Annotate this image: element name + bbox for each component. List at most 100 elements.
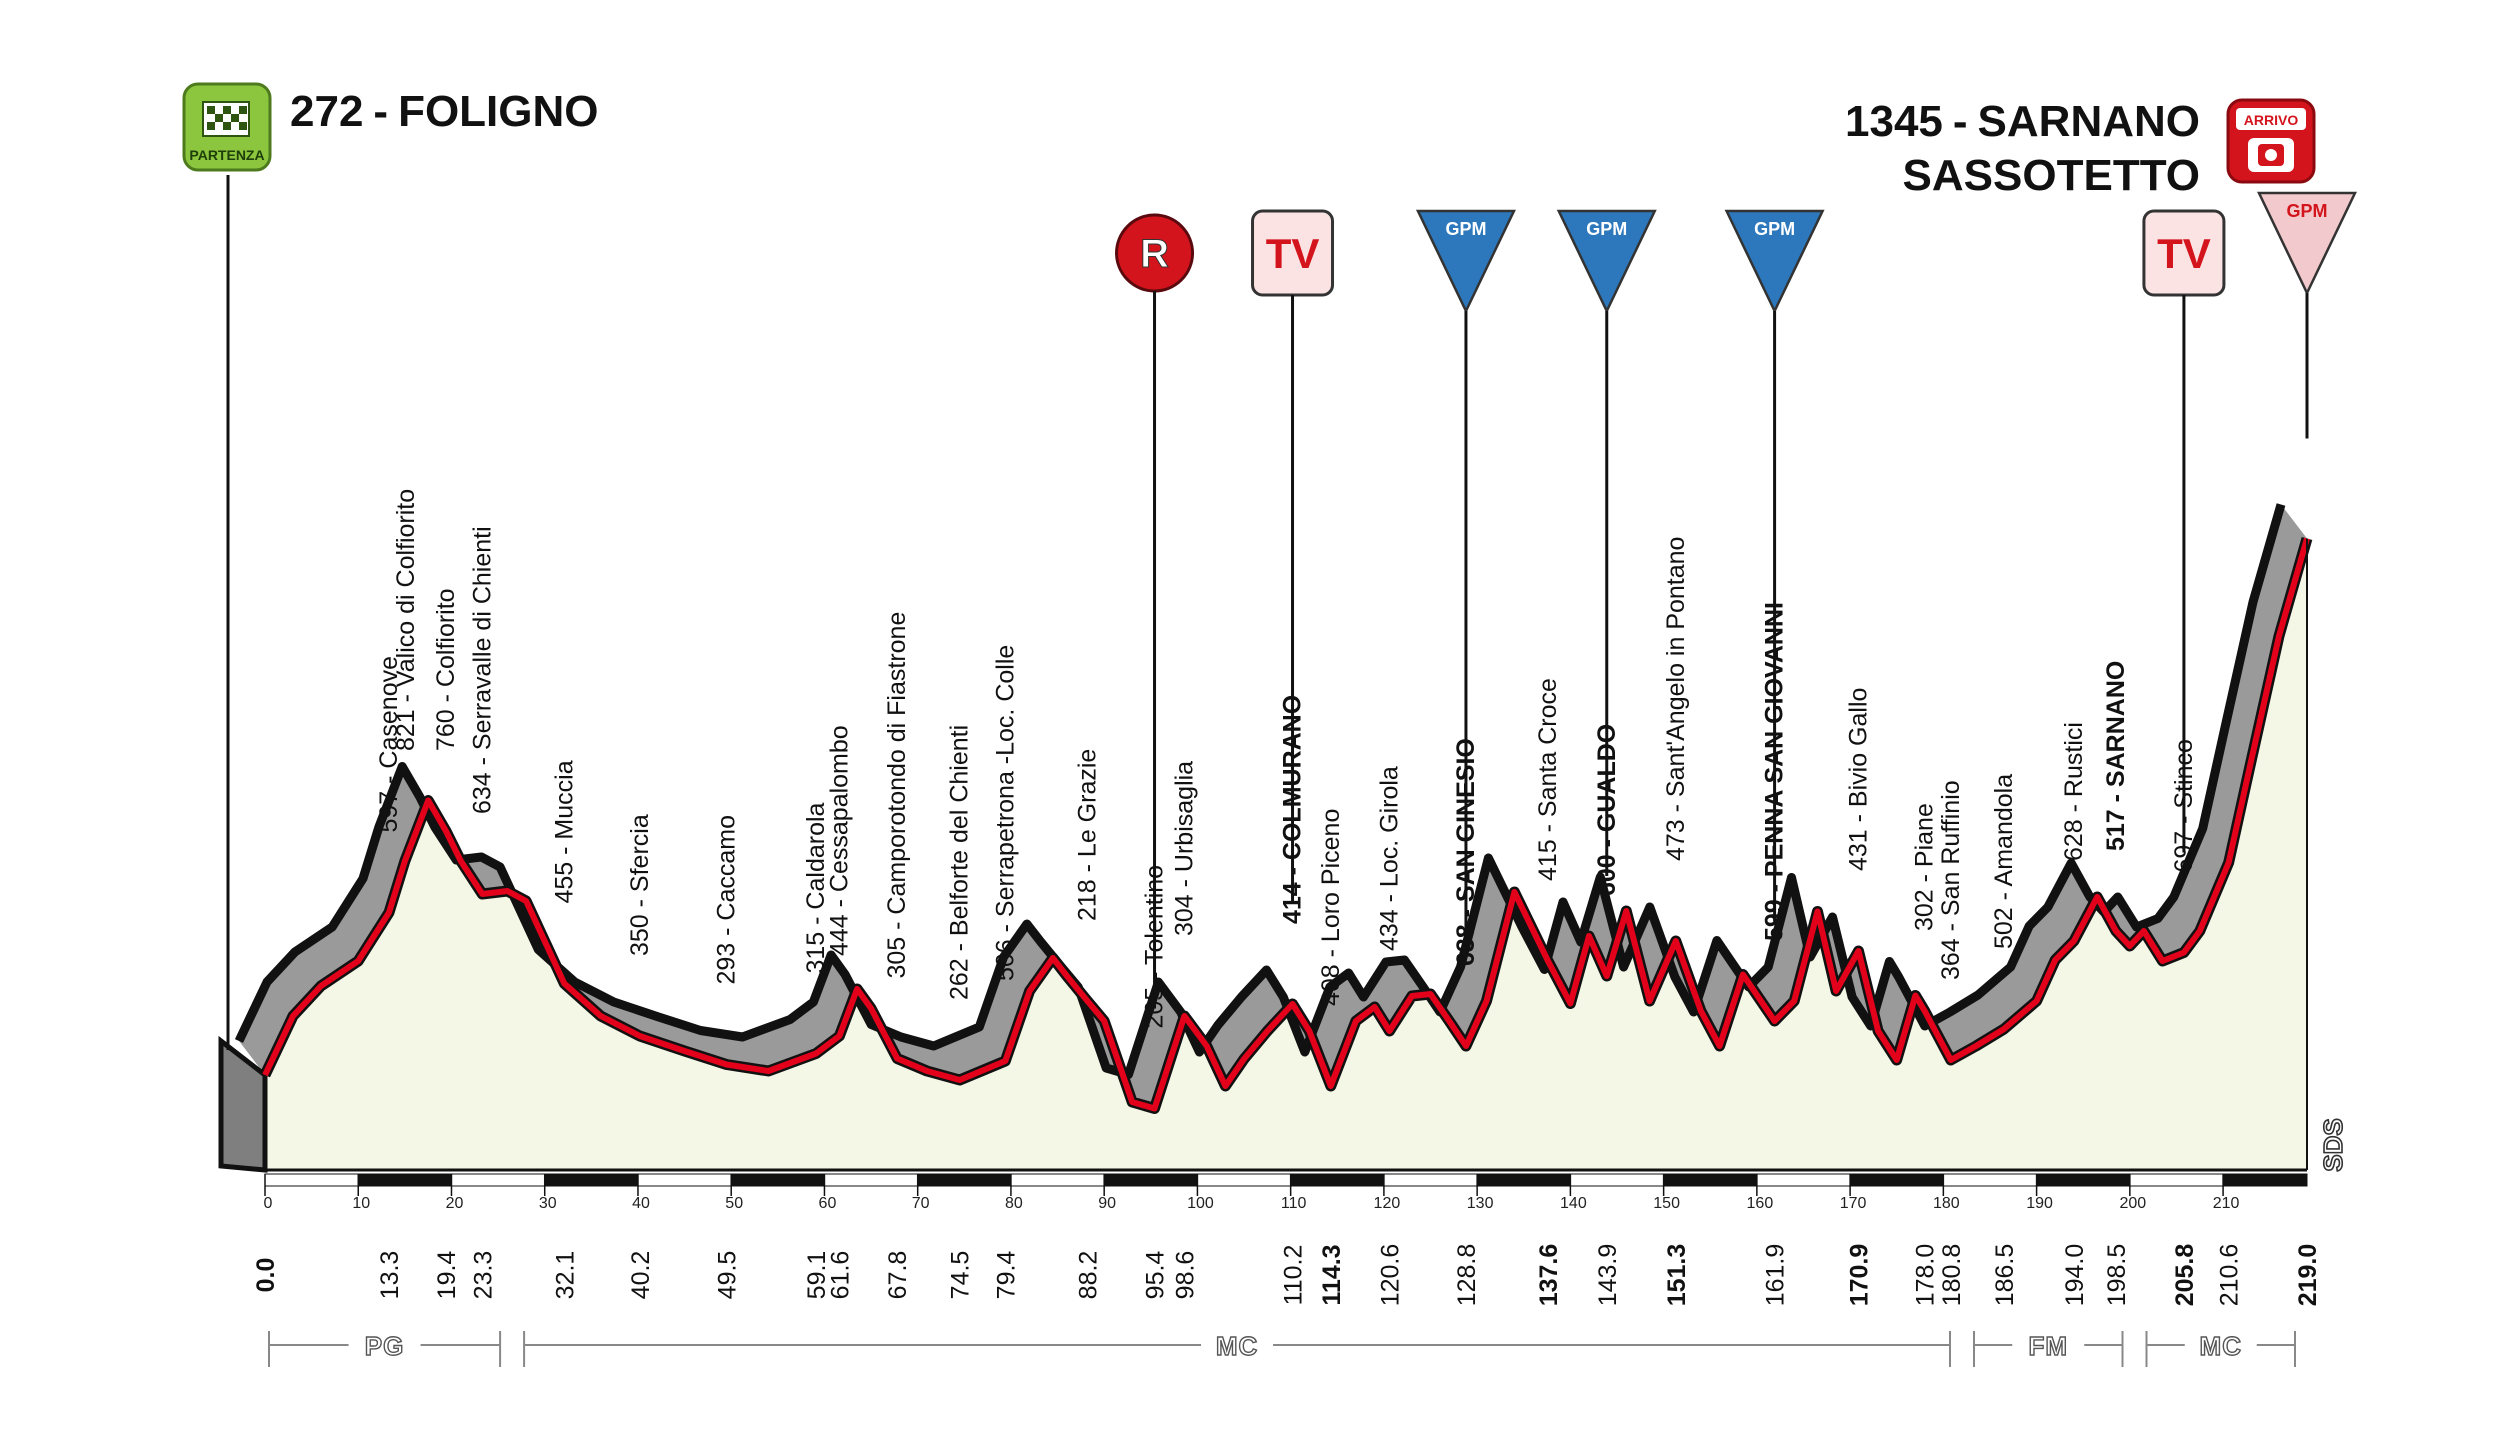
waypoint-label: 364 - San Ruffinio [1937,780,1965,980]
km-label: 95.4 [1142,1251,1170,1300]
scale-segment [1569,1173,1665,1187]
marker-label: GPM [2286,201,2327,221]
km-label: 79.4 [992,1251,1020,1300]
km-label: 120.6 [1376,1244,1404,1307]
waypoint-label: 408 - Loro Piceno [1317,809,1345,1006]
region-label: PG [365,1331,405,1361]
start-name: FOLIGNO [398,87,598,136]
scale-segment [1010,1173,1105,1187]
marker-gpm-red: GPM [2257,191,2357,439]
scale-segment [1849,1173,1944,1187]
waypoint-label: 315 - Caldarola [802,802,830,973]
route-line [262,537,2310,1112]
scale-segment [2129,1173,2224,1187]
km-label: 61.6 [826,1251,854,1300]
scale-segment [1196,1173,1292,1187]
scale-tick-label: 190 [2026,1195,2053,1212]
km-label: 205.8 [2171,1244,2199,1307]
finish-line-icon [2248,138,2294,172]
gpm-triangle-icon [1556,209,1657,314]
finish-name-2: SASSOTETTO [1903,151,2200,200]
waypoint-label: 304 - Urbisaglia [1170,761,1198,936]
marker-label: GPM [1586,219,1627,239]
arrivo-label-box [2236,108,2306,130]
waypoint-label: 502 - Amandola [1990,774,2018,949]
scale-tick-label: 160 [1747,1195,1774,1212]
scale-tick-label: 210 [2213,1195,2240,1212]
scale-segment [637,1173,732,1187]
gpm-triangle-icon [2257,191,2357,296]
scale-tick-label: 130 [1467,1195,1494,1212]
km-label: 198.5 [2103,1244,2131,1307]
waypoint-label: 473 - Sant'Angelo in Pontano [1662,537,1690,861]
waypoint-label: 218 - Le Grazie [1073,749,1101,921]
waypoint-label: 262 - Belforte del Chienti [946,725,974,1000]
km-label: 210.6 [2216,1244,2244,1307]
finish-separator: - [1953,97,1968,146]
marker-gpm-blue: GPM [1724,209,1825,921]
region-label-bg [2012,1327,2085,1361]
km-label: 13.3 [376,1251,404,1300]
waypoint-label: 506 - Serrapetrona -Loc. Colle [991,645,1019,981]
scale-segment [917,1173,1012,1187]
scale-tick-label: 80 [1005,1195,1023,1212]
marker-label: TV [2157,230,2211,277]
gpm-triangle-icon [1415,209,1516,314]
scale-tick-label: 110 [1281,1195,1307,1212]
km-label: 114.3 [1318,1244,1346,1305]
marker-label: R [1140,232,1169,276]
profile-band [239,504,2307,1109]
scale-tick-label: 150 [1653,1195,1680,1212]
profile-fill [265,538,2307,1170]
km-label: 23.3 [469,1251,497,1300]
marker-gpm-blue: GPM [1415,209,1516,946]
marker-label: GPM [1754,219,1795,239]
km-label: 40.2 [627,1251,655,1300]
marker-label: GPM [1445,219,1486,239]
scale-segment [264,1173,359,1187]
start-block: PARTENZA 272- FOLIGNO [182,82,599,1050]
start-separator: - [373,87,388,136]
scale-segment [1383,1173,1478,1187]
start-altitude: 272- FOLIGNO [290,87,599,136]
finish-block: ARRIVO 1345- SARNANO SASSOTETTO [1845,97,2316,200]
checkered-flag-icon [207,106,247,130]
marker-label: TV [1266,230,1320,277]
route-markers: R TV GPM GPM GPM TV GPM [1115,191,2357,1009]
marker-circle: R [1115,213,1195,1009]
scale-tick-label: 0 [264,1195,273,1212]
scale-tick-label: 100 [1187,1195,1214,1212]
km-label: 0.0 [252,1258,280,1293]
scale-segment [730,1173,825,1187]
finish-title-1: 1345- SARNANO [1845,97,2200,146]
marker-rounded: TV [1251,209,1335,904]
scale-tick-label: 70 [912,1195,930,1212]
gpm-triangle-icon [1724,209,1825,314]
km-label: 194.0 [2061,1244,2089,1307]
scale-tick-label: 20 [446,1195,464,1212]
region-label-bg [2184,1327,2257,1361]
scale-segment [823,1173,919,1187]
scale-tick-label: 30 [539,1195,557,1212]
region-label-bg [1201,1327,1274,1361]
waypoint-label: 455 - Muccia [550,760,578,903]
km-label: 110.2 [1280,1245,1308,1306]
arrivo-label: ARRIVO [2244,112,2299,128]
scale-segment [1103,1173,1198,1187]
km-label: 67.8 [884,1251,912,1300]
waypoint-label: 444 - Cessapalombo [825,725,853,956]
waypoint-label: 434 - Loc. Girola [1375,766,1403,951]
scale-tick-label: 140 [1560,1195,1587,1212]
waypoint-label: 628 - Rustici [2060,722,2088,861]
finish-altitude: 1345 [1845,97,1943,146]
km-axis: 0 10 20 30 40 50 60 70 80 90 100 110 120 130 140 150 160… [252,1173,2322,1307]
waypoint-label: 431 - Bivio Gallo [1845,688,1873,871]
scale-tick-label: 90 [1098,1195,1116,1212]
profile-shape [218,503,2313,1173]
km-label: 128.8 [1453,1244,1481,1307]
scale-segment [1942,1173,2038,1187]
waypoint-label: 597 - Casenove [375,656,403,833]
region-label: MC [1216,1331,1258,1361]
